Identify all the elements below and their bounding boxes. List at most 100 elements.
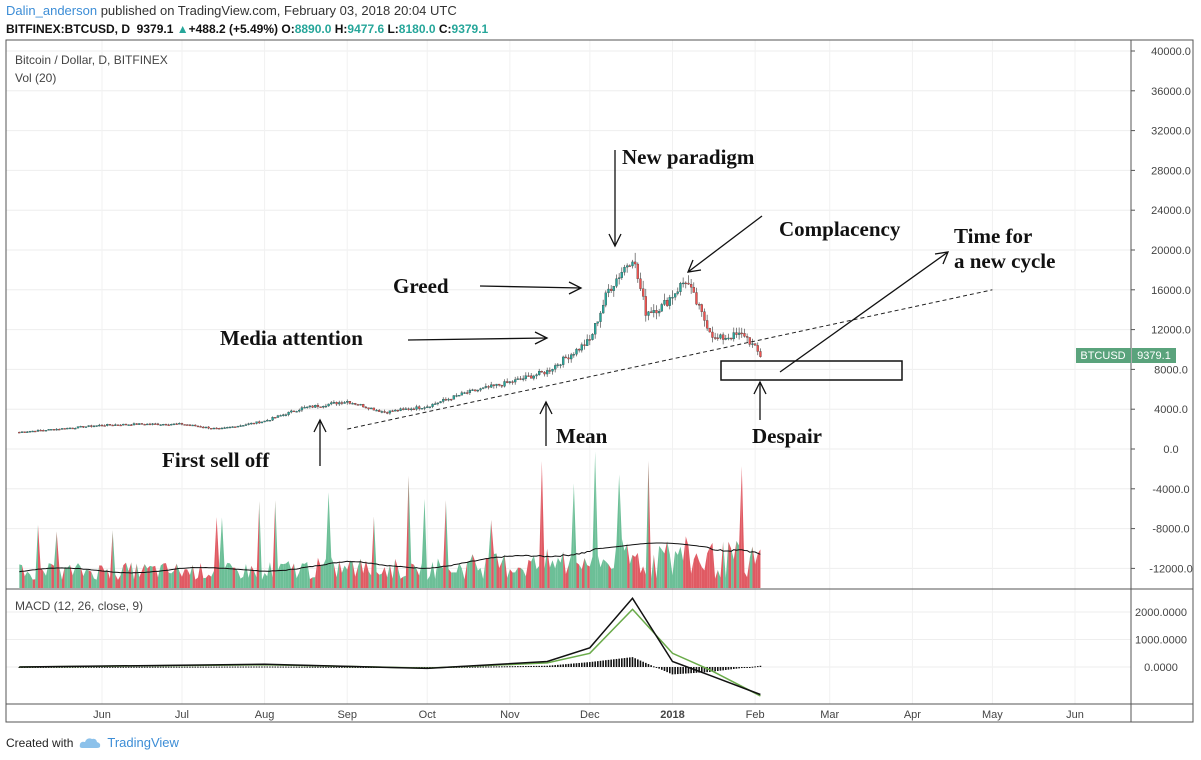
volume-bar [213, 516, 217, 588]
macd-histogram-bar [199, 666, 202, 668]
macd-histogram-bar [146, 666, 149, 668]
volume-bar [397, 567, 401, 588]
macd-histogram-bar [661, 667, 663, 670]
volume-bar [344, 565, 348, 588]
macd-histogram-bar [253, 666, 255, 668]
volume-bar [53, 531, 57, 588]
tradingview-link[interactable]: TradingView [107, 735, 179, 750]
macd-histogram-bar [522, 666, 524, 668]
volume-bar [693, 553, 697, 588]
volume-bar [565, 565, 569, 588]
candle [610, 288, 613, 291]
macd-histogram-bar [503, 666, 506, 668]
volume-bar [61, 566, 65, 588]
volume-title: Vol (20) [15, 71, 56, 85]
volume-bar [709, 542, 713, 588]
candle [404, 408, 408, 410]
volume-bar [301, 563, 305, 588]
volume-bar [413, 564, 417, 588]
macd-histogram-bar [639, 660, 642, 667]
author-link[interactable]: Dalin_anderson [6, 3, 98, 18]
volume-bar [432, 561, 436, 588]
candle [76, 426, 80, 429]
time-tick-label: 2018 [660, 709, 684, 721]
price-tick-label: 40000.0 [1151, 46, 1191, 58]
volume-bar [443, 500, 446, 588]
open-label: O: [281, 22, 295, 36]
volume-bar [341, 565, 345, 588]
macd-histogram-bar [740, 667, 743, 669]
volume-bar [19, 564, 22, 588]
volume-bar [704, 553, 708, 588]
volume-bar [395, 558, 398, 588]
macd-histogram-bar [474, 666, 476, 668]
macd-histogram-bar [349, 666, 351, 668]
candle [428, 406, 432, 408]
macd-histogram-bar [637, 659, 639, 667]
macd-histogram-bar [485, 666, 487, 668]
candle [378, 409, 381, 412]
macd-histogram-bar [287, 666, 290, 668]
volume-bar [35, 524, 38, 588]
volume-bar [613, 543, 617, 588]
volume-bar [211, 570, 214, 588]
volume-bar [40, 567, 44, 588]
volume-bar [483, 558, 486, 588]
volume-bar [715, 569, 718, 588]
candle [607, 288, 610, 294]
macd-histogram-bar [490, 666, 492, 668]
candle [663, 300, 666, 305]
volume-bar [109, 530, 113, 588]
volume-bar [104, 569, 108, 588]
volume-bar [37, 524, 41, 588]
volume-bar [539, 461, 542, 588]
volume-bar [496, 553, 500, 588]
candle [202, 426, 205, 429]
candle [140, 423, 144, 425]
macd-histogram-bar [607, 659, 610, 667]
macd-histogram-bar [658, 667, 660, 669]
macd-histogram-bar [279, 666, 282, 668]
volume-bar [309, 577, 313, 588]
candle [554, 365, 557, 370]
macd-histogram-bar [589, 662, 591, 667]
volume-bar [400, 576, 404, 588]
trendline[interactable] [347, 289, 993, 430]
macd-histogram-bar [493, 666, 495, 668]
volume-bar [165, 563, 169, 588]
macd-histogram-bar [165, 666, 167, 668]
macd-histogram-bar [295, 666, 298, 668]
candle [655, 310, 658, 314]
candle [388, 410, 392, 414]
volume-bar [333, 564, 337, 588]
price-tick-label: 12000.0 [1151, 325, 1191, 337]
price-tick-label: -4000.0 [1152, 484, 1189, 496]
volume-bar [64, 566, 68, 588]
candle [460, 392, 464, 396]
volume-bar [557, 557, 561, 588]
candle [266, 420, 269, 422]
candle [759, 351, 762, 357]
candle [250, 422, 253, 425]
candle [146, 423, 149, 426]
volume-bar [280, 563, 284, 588]
volume-bar [339, 560, 342, 588]
macd-histogram-bar [463, 666, 466, 668]
candle [636, 263, 639, 279]
volume-bar [587, 565, 590, 588]
volume-bar [131, 562, 134, 588]
price-tag-value: 9379.1 [1137, 350, 1171, 362]
candle [34, 430, 37, 433]
candle [692, 287, 695, 293]
volume-bar [672, 550, 676, 588]
volume-bar [747, 557, 750, 588]
candle [697, 304, 701, 306]
volume-bar [688, 545, 692, 588]
macd-histogram-bar [482, 666, 484, 668]
macd-histogram-bar [327, 666, 330, 668]
candle [530, 375, 533, 379]
annotations [313, 150, 950, 466]
macd-histogram-bar [239, 666, 242, 668]
macd-histogram-bar [615, 658, 618, 667]
